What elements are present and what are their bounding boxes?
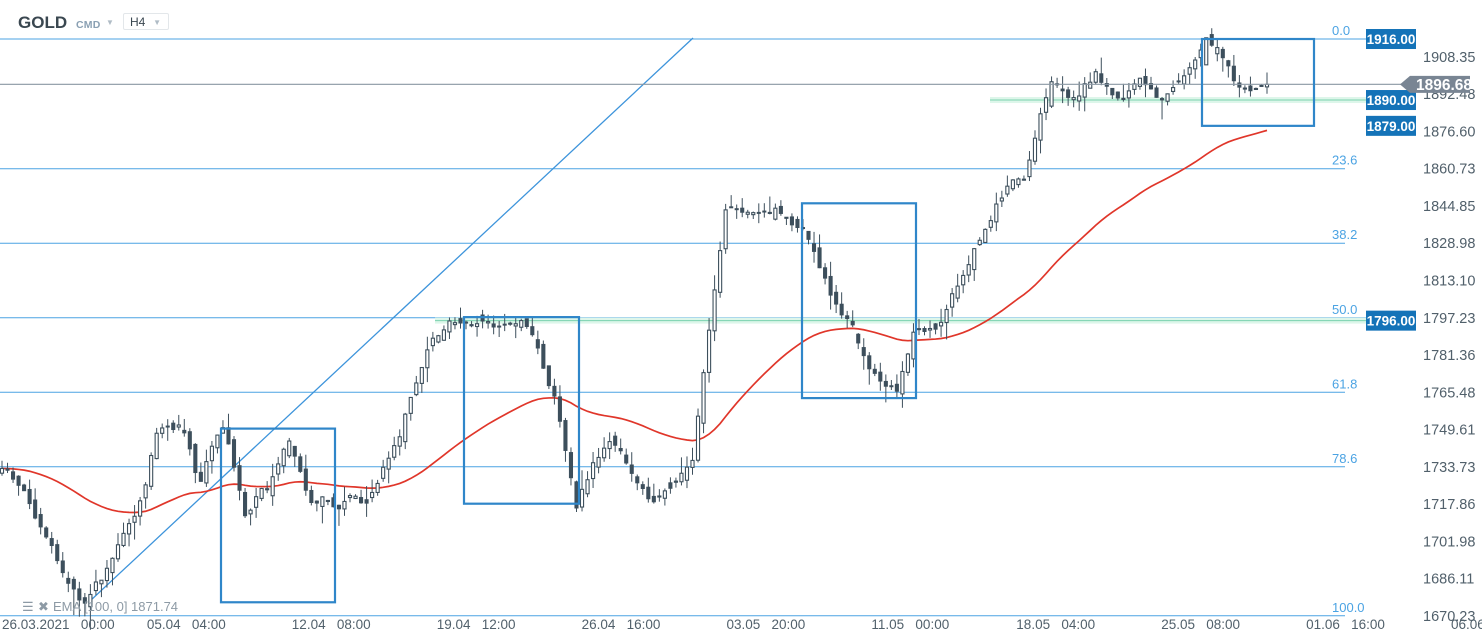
svg-text:19.04 12:00: 19.04 12:00 [437,617,516,632]
svg-text:01.06 16:00: 01.06 16:00 [1306,617,1385,632]
svg-text:☰: ☰ [22,599,34,614]
svg-text:18.05 04:00: 18.05 04:00 [1016,617,1095,632]
svg-text:100.0: 100.0 [1332,600,1365,615]
svg-text:1797.23: 1797.23 [1423,311,1475,327]
svg-text:1686.11: 1686.11 [1423,572,1474,588]
svg-text:12.04 08:00: 12.04 08:00 [292,617,371,632]
svg-text:1876.60: 1876.60 [1423,124,1475,140]
svg-text:1717.86: 1717.86 [1423,497,1475,513]
svg-text:23.6: 23.6 [1332,153,1357,168]
svg-text:78.6: 78.6 [1332,451,1357,466]
svg-text:✖: ✖ [38,599,49,614]
svg-text:1781.36: 1781.36 [1423,348,1475,364]
svg-text:1701.98: 1701.98 [1423,534,1475,550]
svg-text:06.06 20:00: 06.06 20:00 [1451,617,1482,632]
svg-text:1916.00: 1916.00 [1367,32,1416,47]
svg-text:1828.98: 1828.98 [1423,236,1475,252]
svg-text:1733.73: 1733.73 [1423,460,1475,476]
svg-text:1860.73: 1860.73 [1423,162,1475,178]
svg-text:11.05 00:00: 11.05 00:00 [871,617,949,632]
svg-text:26.04 16:00: 26.04 16:00 [582,617,661,632]
svg-text:1844.85: 1844.85 [1423,199,1475,215]
svg-text:03.05 20:00: 03.05 20:00 [727,617,806,632]
svg-text:1890.00: 1890.00 [1367,93,1416,108]
svg-text:25.05 08:00: 25.05 08:00 [1161,617,1240,632]
svg-text:05.04 04:00: 05.04 04:00 [147,617,226,632]
svg-text:0.0: 0.0 [1332,23,1350,38]
svg-text:1879.00: 1879.00 [1367,119,1416,134]
svg-text:1796.00: 1796.00 [1367,314,1416,329]
svg-text:EMA [100, 0] 1871.74: EMA [100, 0] 1871.74 [53,599,178,614]
svg-text:61.8: 61.8 [1332,376,1357,391]
svg-text:1896.68: 1896.68 [1416,77,1472,94]
svg-text:1765.48: 1765.48 [1423,385,1475,401]
svg-text:1813.10: 1813.10 [1423,274,1475,290]
svg-text:1749.61: 1749.61 [1423,423,1475,439]
svg-text:26.03.2021 00:00: 26.03.2021 00:00 [2,617,115,632]
svg-text:50.0: 50.0 [1332,302,1357,317]
svg-text:1908.35: 1908.35 [1423,50,1475,66]
svg-text:38.2: 38.2 [1332,227,1357,242]
